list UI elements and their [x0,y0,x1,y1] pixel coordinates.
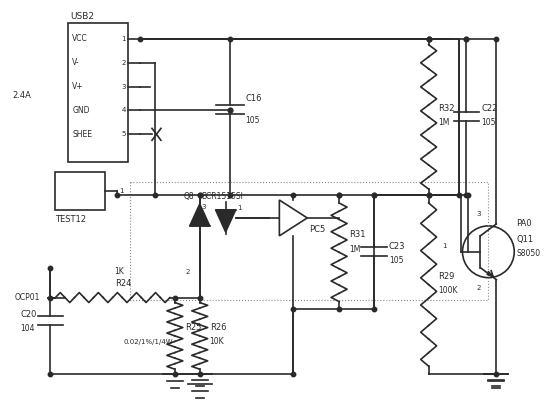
Text: 105: 105 [389,256,403,265]
Polygon shape [190,204,210,226]
Text: 1: 1 [122,36,126,42]
Text: S8050: S8050 [516,249,541,258]
Text: VCC: VCC [73,34,88,43]
Text: R25: R25 [185,324,201,333]
Text: PA0: PA0 [516,219,532,228]
Text: 2: 2 [186,269,190,275]
Text: 104: 104 [21,324,35,333]
Text: Q8: Q8 [184,191,194,200]
Text: C16: C16 [246,94,262,103]
Text: 1: 1 [443,243,447,249]
Text: R29: R29 [438,272,455,281]
Text: Q11: Q11 [516,235,533,244]
Text: V-: V- [73,58,80,67]
Text: TEST12: TEST12 [56,216,86,225]
Text: 4: 4 [122,108,126,113]
Text: GND: GND [73,106,90,115]
Text: R31: R31 [349,230,365,239]
Text: R32: R32 [438,104,455,113]
Text: 1: 1 [119,188,123,194]
Text: C20: C20 [21,310,37,319]
Text: 5: 5 [122,131,126,137]
Bar [130,182,488,299]
Text: 105: 105 [246,116,260,125]
Text: USB2: USB2 [70,12,94,21]
Text: 10K: 10K [210,337,224,346]
Text: 1M: 1M [438,118,450,127]
Bar [56,172,105,210]
Text: 105: 105 [482,118,496,127]
Text: R24: R24 [115,279,131,288]
Text: PC5: PC5 [309,225,325,234]
Text: 3: 3 [477,211,481,217]
Text: 3: 3 [201,204,206,210]
Text: 1: 1 [238,205,242,211]
Text: 1K: 1K [115,267,124,276]
Text: 3: 3 [122,83,126,90]
Text: 0.02/1%/1/4W: 0.02/1%/1/4W [123,339,173,345]
Text: 2: 2 [122,60,126,66]
Text: BCR1515SI: BCR1515SI [201,191,244,200]
Bar [68,23,128,162]
Text: R26: R26 [210,324,226,333]
Text: 2: 2 [477,285,481,291]
Polygon shape [216,210,235,232]
Text: SHEE: SHEE [73,130,92,139]
Text: C23: C23 [389,242,405,251]
Text: C22: C22 [482,104,498,113]
Text: 1M: 1M [349,245,360,254]
Text: 2.4A: 2.4A [13,91,32,100]
Text: 100K: 100K [438,286,458,295]
Text: V+: V+ [73,82,84,91]
Text: OCP01: OCP01 [15,293,40,302]
